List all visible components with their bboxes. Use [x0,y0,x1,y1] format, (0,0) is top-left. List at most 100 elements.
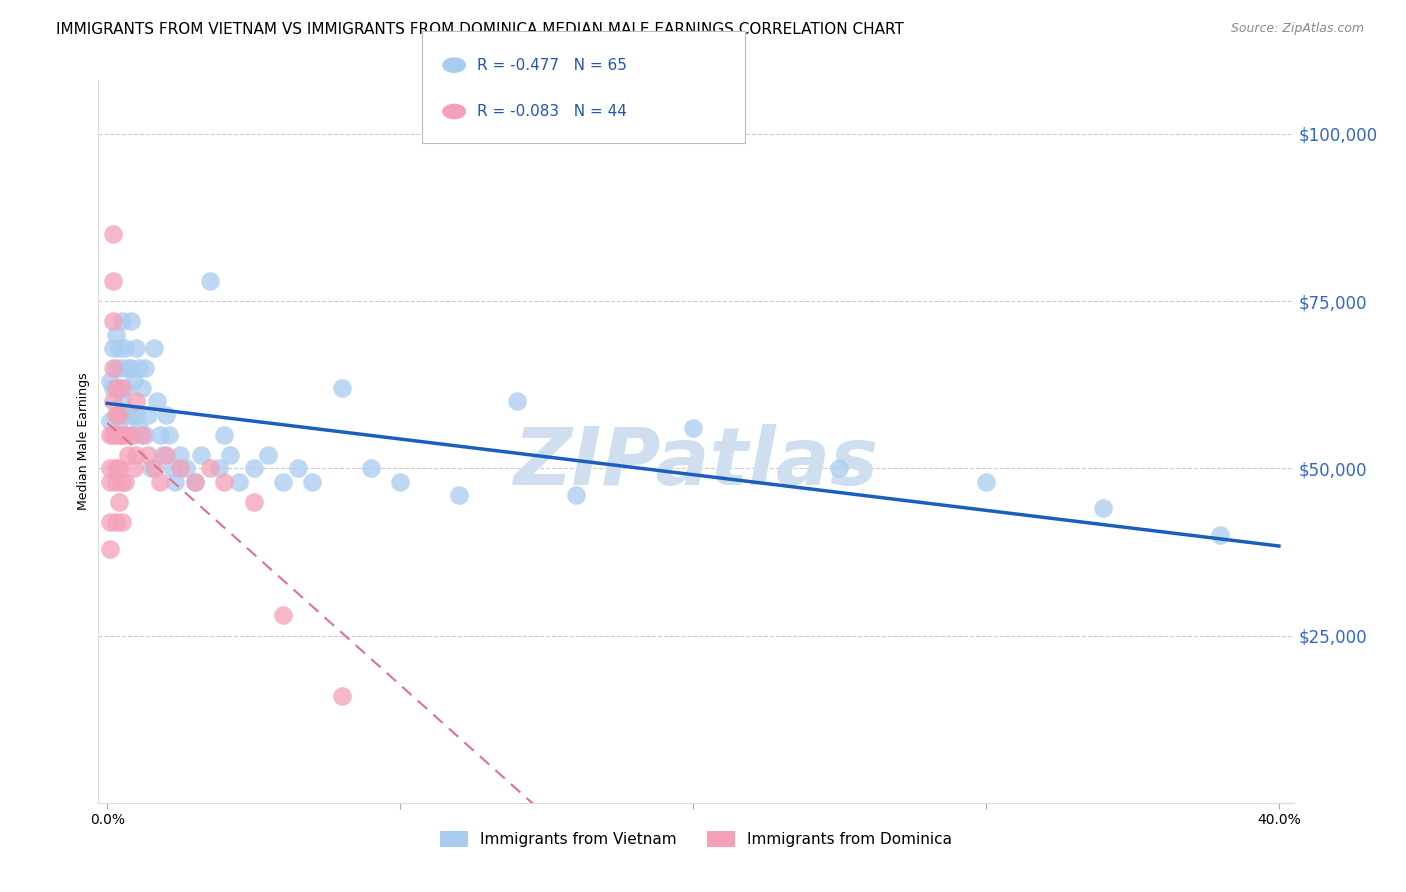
Point [134,361,156,376]
Point [257,448,280,462]
Point [565,488,588,502]
Point [101,341,124,355]
Point [108,341,131,355]
Point [228,475,250,489]
Point [301,475,323,489]
Point [682,421,704,435]
Point [169,461,191,475]
Point [174,461,197,475]
Point [136,408,159,422]
Point [98,461,121,475]
Point [105,408,127,422]
Point [122,461,145,475]
Point [198,461,221,475]
Point [105,361,127,376]
Point [117,448,139,462]
Point [114,381,136,395]
Point [184,475,207,489]
Point [120,427,142,442]
Text: ZIPatlas: ZIPatlas [513,425,879,502]
Point [128,421,150,435]
Point [330,689,353,703]
Point [242,461,264,475]
Point [105,408,127,422]
Point [360,461,382,475]
Point [143,341,166,355]
Point [131,427,153,442]
Point [101,381,124,395]
Point [98,375,121,389]
Point [149,475,172,489]
Point [146,394,169,409]
Point [105,515,127,529]
Point [125,341,148,355]
Point [108,494,131,508]
Point [105,461,127,475]
Point [149,427,172,442]
Text: Source: ZipAtlas.com: Source: ZipAtlas.com [1230,22,1364,36]
Point [169,448,191,462]
Point [120,314,142,328]
Point [184,475,207,489]
Legend: Immigrants from Vietnam, Immigrants from Dominica: Immigrants from Vietnam, Immigrants from… [434,825,957,853]
Point [271,475,294,489]
Point [506,394,529,409]
Point [101,394,124,409]
Point [214,475,236,489]
Point [101,361,124,376]
Point [111,515,134,529]
Point [120,408,142,422]
Point [111,314,134,328]
Point [828,461,851,475]
Point [111,381,134,395]
Point [198,274,221,288]
Point [101,427,124,442]
Point [111,475,134,489]
Point [114,341,136,355]
Point [163,475,186,489]
Point [157,427,180,442]
Point [101,314,124,328]
Point [105,475,127,489]
Point [219,448,242,462]
Point [143,461,166,475]
Point [105,427,127,442]
Point [111,394,134,409]
Point [136,448,159,462]
Point [131,381,153,395]
Point [125,408,148,422]
Point [125,394,148,409]
Point [105,327,127,342]
Point [117,408,139,422]
Point [114,475,136,489]
Point [242,494,264,508]
Point [190,448,212,462]
Point [271,608,294,623]
Point [128,361,150,376]
Point [101,274,124,288]
Point [330,381,353,395]
Point [974,475,997,489]
Point [105,381,127,395]
Point [141,461,163,475]
Text: R = -0.477   N = 65: R = -0.477 N = 65 [477,58,627,72]
Y-axis label: Median Male Earnings: Median Male Earnings [77,373,90,510]
Point [108,421,131,435]
Point [152,448,174,462]
Point [98,541,121,556]
Point [111,427,134,442]
Point [155,408,177,422]
Point [447,488,470,502]
Point [134,427,156,442]
Point [1092,501,1115,516]
Point [101,227,124,241]
Point [98,414,121,428]
Point [122,375,145,389]
Point [122,427,145,442]
Text: IMMIGRANTS FROM VIETNAM VS IMMIGRANTS FROM DOMINICA MEDIAN MALE EARNINGS CORRELA: IMMIGRANTS FROM VIETNAM VS IMMIGRANTS FR… [56,22,904,37]
Point [120,361,142,376]
Point [108,408,131,422]
Point [98,515,121,529]
Point [1209,528,1232,542]
Point [98,475,121,489]
